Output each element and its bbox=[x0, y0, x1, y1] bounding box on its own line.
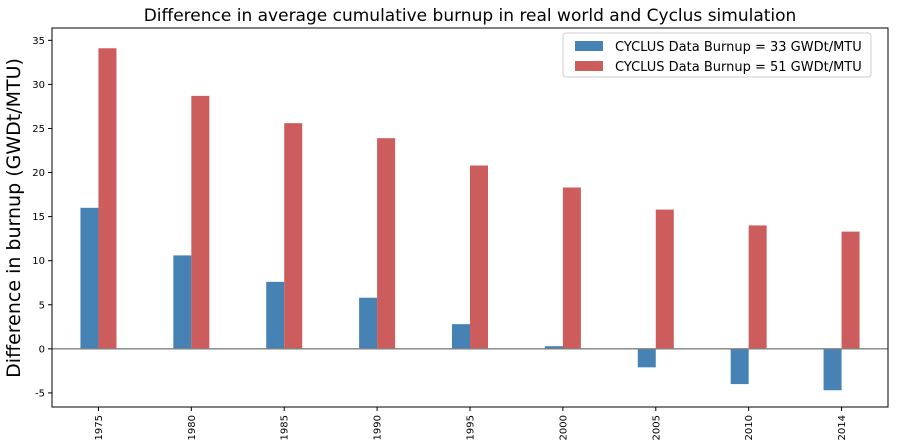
bar-series-1-1980 bbox=[173, 255, 192, 349]
bar-series-2-1995 bbox=[470, 165, 488, 349]
bar-series-2-2005 bbox=[655, 209, 674, 349]
bar-series-2-2014 bbox=[841, 231, 860, 349]
bar-series-1-2005 bbox=[637, 348, 656, 368]
x-tick-label-1985: 1985 bbox=[280, 415, 291, 440]
y-axis-label: Difference in burnup (GWDt/MTU) bbox=[3, 58, 25, 378]
y-tick-label: 10 bbox=[32, 256, 45, 267]
legend-swatch-2 bbox=[575, 61, 603, 71]
bar-series-1-2000 bbox=[544, 346, 563, 349]
x-tick-label-2014: 2014 bbox=[837, 415, 848, 440]
bar-series-2-1985 bbox=[284, 123, 303, 349]
y-tick-label: 0 bbox=[39, 344, 45, 355]
legend-box bbox=[562, 32, 872, 78]
y-tick-label: 25 bbox=[32, 124, 45, 135]
bar-series-2-1990 bbox=[377, 138, 396, 349]
x-tick-label-2000: 2000 bbox=[558, 415, 569, 440]
legend-label-1: CYCLUS Data Burnup = 33 GWDt/MTU bbox=[615, 40, 862, 55]
bar-series-2-1980 bbox=[191, 95, 210, 349]
x-tick-label-1980: 1980 bbox=[187, 415, 198, 440]
y-tick-label: -5 bbox=[35, 388, 45, 399]
x-tick-label-1995: 1995 bbox=[466, 415, 477, 440]
bar-series-1-1995 bbox=[452, 324, 470, 349]
bar-series-2-1975 bbox=[98, 48, 117, 349]
y-tick-label: 5 bbox=[39, 300, 45, 311]
bar-series-1-2010 bbox=[730, 348, 749, 385]
bar-series-1-2014 bbox=[823, 348, 842, 391]
x-tick-label-2010: 2010 bbox=[744, 415, 755, 440]
bar-series-1-1975 bbox=[80, 207, 99, 349]
y-tick-label: 30 bbox=[32, 80, 45, 91]
x-tick-label-1990: 1990 bbox=[373, 415, 384, 440]
y-tick-label: 20 bbox=[32, 168, 45, 179]
y-tick-label: 35 bbox=[32, 36, 45, 47]
bar-series-2-2000 bbox=[562, 187, 581, 349]
x-tick-label-2005: 2005 bbox=[651, 415, 662, 440]
x-tick-label-1975: 1975 bbox=[94, 415, 105, 440]
legend: CYCLUS Data Burnup = 33 GWDt/MTU CYCLUS D… bbox=[562, 32, 872, 78]
bar-series-1-1985 bbox=[266, 281, 285, 349]
legend-label-2: CYCLUS Data Burnup = 51 GWDt/MTU bbox=[615, 60, 862, 75]
y-tick-label: 15 bbox=[32, 212, 45, 223]
plot-area: -5 0 5 10 15 20 25 30 35 1975 1980 1985 1990 1995 2000… bbox=[32, 27, 889, 440]
legend-swatch-1 bbox=[575, 41, 603, 51]
bar-series-1-1990 bbox=[359, 297, 378, 349]
chart-title: Difference in average cumulative burnup … bbox=[144, 6, 797, 26]
bar-series-2-2010 bbox=[748, 225, 767, 349]
